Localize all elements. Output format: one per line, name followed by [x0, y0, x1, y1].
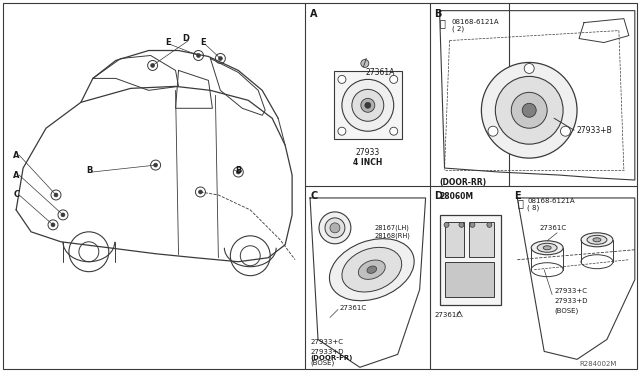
Polygon shape [93, 55, 179, 90]
Circle shape [154, 163, 157, 167]
Text: 27361C: 27361C [435, 311, 461, 318]
Text: E: E [515, 191, 521, 201]
Circle shape [198, 190, 202, 194]
Bar [334, 71, 402, 139]
Circle shape [61, 213, 65, 217]
Text: (BOSE): (BOSE) [554, 308, 579, 314]
Polygon shape [211, 58, 265, 115]
Ellipse shape [367, 266, 376, 273]
Ellipse shape [531, 241, 563, 255]
Ellipse shape [587, 235, 607, 244]
Ellipse shape [358, 260, 385, 279]
Text: 08168-6121A
( 8): 08168-6121A ( 8) [527, 198, 575, 211]
Circle shape [444, 222, 449, 227]
Text: Ⓢ: Ⓢ [440, 19, 445, 29]
Circle shape [459, 222, 464, 227]
Text: 27933+D: 27933+D [310, 349, 344, 355]
Circle shape [524, 64, 534, 73]
Circle shape [196, 54, 200, 58]
Circle shape [487, 222, 492, 227]
Circle shape [330, 223, 340, 233]
Text: 27933+D: 27933+D [554, 298, 588, 304]
Text: (BOSE): (BOSE) [310, 359, 334, 366]
Bar [445, 222, 465, 257]
Text: B: B [435, 9, 442, 19]
Text: A: A [13, 151, 20, 160]
Text: A: A [13, 170, 20, 180]
Circle shape [488, 126, 498, 136]
Text: /: / [363, 58, 367, 68]
Circle shape [390, 76, 397, 83]
Circle shape [470, 222, 475, 227]
Polygon shape [175, 70, 212, 108]
Text: 28168(RH): 28168(RH) [375, 233, 411, 239]
Circle shape [236, 170, 240, 174]
Circle shape [481, 62, 577, 158]
Circle shape [361, 60, 369, 67]
Circle shape [352, 89, 384, 121]
Circle shape [150, 64, 155, 67]
Text: C: C [310, 191, 317, 201]
Circle shape [361, 98, 375, 112]
Text: 27361C: 27361C [539, 225, 566, 231]
Circle shape [522, 103, 536, 117]
Bar [445, 262, 494, 296]
Text: 4 INCH: 4 INCH [353, 158, 383, 167]
Text: Ⓢ: Ⓢ [517, 198, 523, 208]
Circle shape [319, 212, 351, 244]
Circle shape [561, 126, 570, 136]
Ellipse shape [581, 233, 613, 247]
Text: (DOOR-FR): (DOOR-FR) [310, 355, 353, 361]
Text: 28167(LH): 28167(LH) [375, 225, 410, 231]
Circle shape [342, 79, 394, 131]
Bar [469, 222, 494, 257]
Text: E: E [200, 38, 206, 47]
Text: 27933+B: 27933+B [576, 126, 612, 135]
Ellipse shape [593, 238, 601, 242]
Text: R284002M: R284002M [579, 361, 616, 367]
Text: 27933+C: 27933+C [310, 339, 343, 346]
Text: 08168-6121A
( 2): 08168-6121A ( 2) [451, 19, 499, 32]
Text: B: B [86, 166, 92, 174]
Text: A: A [310, 9, 317, 19]
Text: 27361C: 27361C [340, 305, 367, 311]
Circle shape [511, 92, 547, 128]
Circle shape [390, 127, 397, 135]
Circle shape [51, 223, 55, 227]
Text: 27361A: 27361A [366, 68, 396, 77]
Circle shape [218, 57, 222, 61]
Text: B: B [236, 166, 242, 174]
Ellipse shape [543, 246, 551, 250]
Text: E: E [166, 38, 172, 47]
Text: 28060M: 28060M [440, 192, 474, 201]
Circle shape [325, 218, 345, 238]
Text: 27933: 27933 [356, 148, 380, 157]
Circle shape [495, 76, 563, 144]
Circle shape [338, 127, 346, 135]
Circle shape [54, 193, 58, 197]
Ellipse shape [330, 239, 414, 301]
Circle shape [365, 102, 371, 108]
Ellipse shape [537, 243, 557, 252]
Text: C: C [13, 190, 19, 199]
Text: D: D [182, 34, 189, 43]
Text: D: D [435, 191, 443, 201]
Bar [440, 215, 501, 305]
Text: 27933+C: 27933+C [554, 288, 587, 294]
Circle shape [338, 76, 346, 83]
Text: (DOOR-RR): (DOOR-RR) [440, 178, 486, 187]
Ellipse shape [342, 247, 402, 292]
